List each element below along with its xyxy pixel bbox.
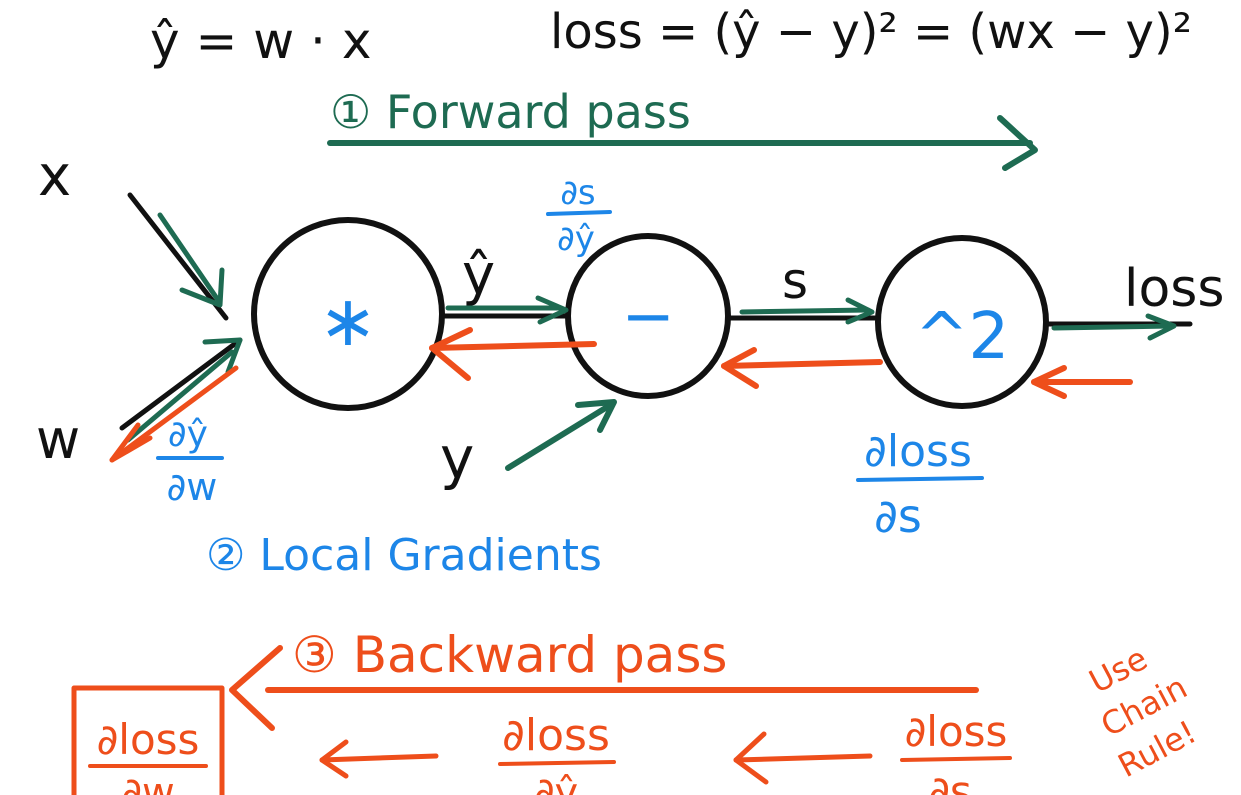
dloss-ds-denominator: ∂s [874, 489, 922, 543]
chain-arrow-left [319, 753, 439, 763]
chain-arrow-right [733, 753, 873, 763]
backward-dloss-ds-denominator: ∂s [928, 767, 972, 795]
y-forward-arrowhead [575, 399, 617, 433]
dyhat-dw-numerator: ∂ŷ [168, 414, 208, 455]
dyhat-dw-denominator: ∂w [167, 465, 218, 509]
dloss-dw-denominator: ∂w [121, 770, 174, 795]
y-forward-arrow [505, 401, 615, 471]
ds-dyhat-numerator: ∂s [560, 173, 595, 213]
w-forward-arrowhead [202, 337, 243, 375]
backward-dloss-ds-numerator: ∂loss [905, 707, 1008, 756]
w-forward-arrow [125, 349, 235, 443]
prediction-equation: ŷ = w · x [150, 12, 371, 70]
backward-pass-label: ③ Backward pass [292, 626, 727, 684]
loss-forward-arrowhead [1145, 313, 1177, 341]
forward-pass-arrowhead [997, 115, 1038, 171]
input-w-label: w [36, 408, 80, 471]
square-node [875, 235, 1049, 409]
input-y-label: y [440, 424, 474, 492]
backward-dloss-ds-bar [900, 756, 1012, 762]
backward-pass-arrowhead [229, 645, 283, 731]
yhat-backward-arrowhead [429, 327, 473, 381]
input-x-label: x [38, 144, 71, 209]
w-to-multiply-edge [119, 337, 243, 431]
chain-arrow-left-head [319, 739, 349, 779]
dloss-dyhat-bar [498, 760, 616, 766]
forward-pass-label: ① Forward pass [330, 85, 691, 139]
multiply-node-label: ∗ [319, 280, 378, 362]
dloss-ds-numerator: ∂loss [864, 426, 972, 477]
loss-backward-arrowhead [1031, 365, 1067, 399]
s-edge-label: s [782, 252, 808, 310]
loss-equation: loss = (ŷ − y)² = (wx − y)² [550, 4, 1192, 60]
square-node-label: ^2 [915, 300, 1009, 374]
loss-output-label: loss [1124, 259, 1224, 319]
ds-dyhat-denominator: ∂ŷ [557, 219, 595, 259]
x-to-multiply-edge [127, 192, 229, 321]
s-forward-arrowhead [845, 297, 875, 325]
yhat-backward-arrow [429, 341, 597, 351]
s-backward-arrowhead [721, 347, 759, 389]
yhat-forward-arrowhead [535, 295, 569, 325]
dloss-ds-bar [856, 476, 984, 482]
dloss-dyhat-denominator: ∂ŷ [534, 770, 578, 795]
s-backward-arrow [721, 359, 883, 369]
local-gradients-label: ② Local Gradients [206, 530, 602, 581]
multiply-node [251, 217, 445, 411]
ds-dyhat-bar [546, 210, 612, 216]
s-forward-arrow [739, 307, 871, 315]
x-forward-arrow [157, 212, 221, 303]
w-backward-arrowhead [109, 422, 153, 463]
yhat-edge-label: ŷ [462, 243, 495, 308]
loss-forward-arrow [1051, 323, 1173, 331]
subtract-node-label: − [621, 280, 675, 354]
chain-arrow-right-head [733, 731, 769, 785]
chain-rule-note: Use Chain Rule! [1083, 639, 1203, 785]
dloss-dyhat-numerator: ∂loss [502, 710, 610, 761]
dloss-dw-numerator: ∂loss [97, 715, 200, 764]
result-box [71, 685, 225, 795]
x-forward-arrowhead [179, 267, 225, 308]
w-backward-arrow [109, 365, 239, 463]
